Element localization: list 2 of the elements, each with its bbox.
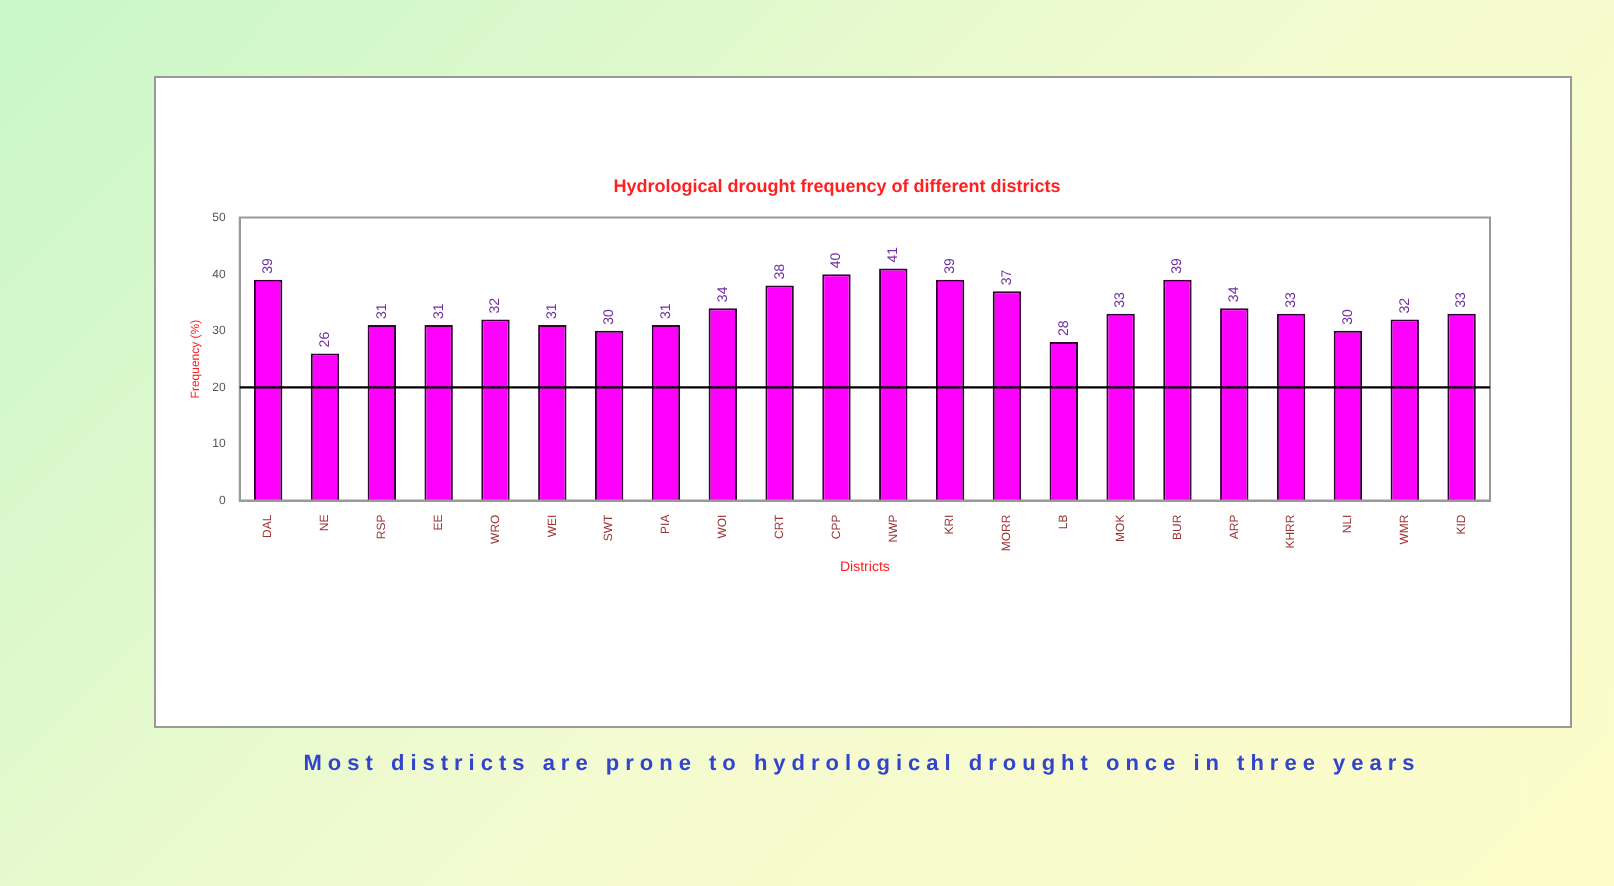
- chart-title: Hydrological drought frequency of different districts: [613, 175, 1061, 196]
- text: Most districts are prone to hydrological drought once in three years: [303, 752, 1421, 777]
